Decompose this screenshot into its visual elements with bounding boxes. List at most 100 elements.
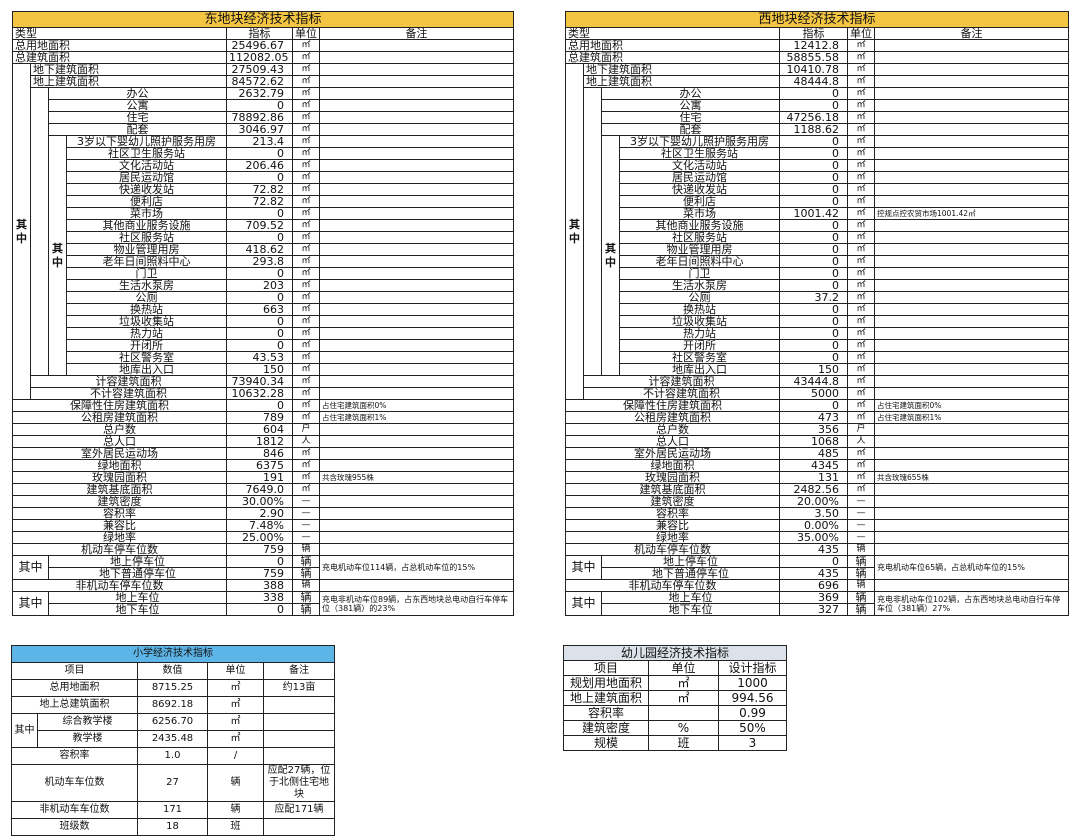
kinder-row-unit: ㎡ [648, 690, 719, 706]
table-row: 公寓 0 ㎡ [13, 99, 515, 112]
table-row: 社区警务室 0 ㎡ [566, 351, 1070, 364]
row-unit: 辆 [847, 543, 875, 556]
row-value: 2482.56 [779, 483, 848, 496]
row-value: 0 [779, 327, 848, 340]
row-unit: ㎡ [292, 447, 320, 460]
table-row: 门卫 0 ㎡ [566, 267, 1070, 280]
row-value: 4345 [779, 459, 848, 472]
row-unit: ㎡ [292, 195, 320, 208]
kinder-row-unit [648, 705, 719, 721]
row-note: 控规点控农贸市场1001.42㎡ [873, 207, 1070, 220]
row-note [873, 423, 1070, 436]
row-unit: ㎡ [847, 51, 875, 64]
table-row: 地下车位 327 辆 [566, 603, 1069, 616]
row-unit: 辆 [292, 603, 320, 616]
row-unit: 辆 [847, 579, 875, 592]
row-value: 0 [779, 135, 848, 148]
row-value: 418.62 [226, 243, 293, 256]
row-label: 机动车停车位数 [12, 543, 227, 556]
row-value: 206.46 [226, 159, 293, 172]
school-row-value: 1.0 [137, 747, 208, 765]
qizhong-inner-label: 其中 [601, 135, 620, 376]
row-unit: — [292, 495, 320, 508]
row-value: 0 [226, 339, 293, 352]
table-row: 兼容比 7.48% — [12, 519, 515, 532]
row-note [873, 147, 1070, 160]
row-value: 0 [779, 243, 848, 256]
row-unit: 人 [292, 435, 320, 448]
row-note [873, 243, 1070, 256]
row-label: 地上车位 [601, 591, 780, 604]
row-label: 总户数 [565, 423, 780, 436]
row-unit: ㎡ [292, 375, 320, 388]
row-value: 0 [226, 315, 293, 328]
table-row: 总户数 356 户 [565, 423, 1070, 436]
row-note: 共含玫瑰955株 [318, 471, 515, 484]
table-row: 公厕 0 ㎡ [13, 291, 515, 304]
row-unit: ㎡ [292, 51, 320, 64]
row-value: 0 [779, 147, 848, 160]
school-row-unit: 班 [207, 818, 264, 836]
row-unit: — [847, 531, 875, 544]
row-note [873, 351, 1070, 364]
row-value: 0 [226, 291, 293, 304]
row-value: 0 [226, 555, 293, 568]
school-row-label: 总用地面积 [11, 679, 138, 697]
row-unit: ㎡ [847, 327, 875, 340]
row-note [318, 495, 515, 508]
row-unit: 辆 [292, 579, 320, 592]
row-unit: ㎡ [292, 363, 320, 376]
table-row: 总用地面积 25496.67 ㎡ [12, 39, 515, 52]
row-value: 0 [779, 267, 848, 280]
row-note: 占住宅建筑面积0% [318, 399, 515, 412]
row-unit: ㎡ [292, 135, 320, 148]
row-value: 0 [226, 267, 293, 280]
school-sub-unit: ㎡ [207, 730, 264, 748]
row-note [873, 267, 1070, 280]
row-note [873, 63, 1070, 76]
row-value: 5000 [779, 387, 848, 400]
row-unit: ㎡ [847, 87, 875, 100]
row-value: 435 [779, 567, 848, 580]
row-label: 地下建筑面积 [583, 63, 780, 76]
row-unit: ㎡ [292, 99, 320, 112]
row-label: 办公 [48, 87, 227, 100]
table-row: 其中 地上车位 369 辆充电非机动车位102辆，占东西地块总电动自行车停车位（381… [565, 591, 1070, 616]
row-label: 兼容比 [12, 519, 227, 532]
row-unit: 辆 [847, 555, 875, 568]
row-unit: ㎡ [847, 387, 875, 400]
row-label: 老年日间照料中心 [66, 255, 227, 268]
row-note [318, 195, 515, 208]
row-value: 759 [226, 567, 293, 580]
row-label: 地上建筑面积 [30, 75, 227, 88]
row-label: 便利店 [619, 195, 780, 208]
row-label: 保障性住房建筑面积 [12, 399, 227, 412]
row-label: 居民运动馆 [66, 171, 227, 184]
school-row-value: 18 [137, 818, 208, 836]
table-row: 容积率 3.50— [565, 507, 1070, 520]
school-sub-label: 教学楼 [37, 730, 138, 748]
row-unit: ㎡ [847, 399, 875, 412]
row-value: 10410.78 [779, 63, 848, 76]
kinder-row-unit: ㎡ [648, 675, 719, 691]
row-value: 0 [779, 99, 848, 112]
row-value: 0 [226, 327, 293, 340]
row-note [873, 375, 1070, 388]
row-label: 总用地面积 [565, 39, 780, 52]
row-label: 总建筑面积 [12, 51, 227, 64]
table-row: 文化活动站 206.46 ㎡ [13, 159, 515, 172]
row-value: 473 [779, 411, 848, 424]
row-label: 门卫 [66, 267, 227, 280]
row-unit: — [292, 519, 320, 532]
kinder-row-label: 地上建筑面积 [563, 690, 649, 706]
row-note [873, 87, 1070, 100]
row-note [318, 363, 515, 376]
table-row: 居民运动馆 0 ㎡ [566, 171, 1070, 184]
row-unit: ㎡ [292, 183, 320, 196]
row-value: 150 [779, 363, 848, 376]
table-row: 住宅 78892.86 ㎡ [13, 111, 515, 124]
row-value: 0 [226, 99, 293, 112]
row-unit: ㎡ [847, 447, 875, 460]
school-sub-label: 综合教学楼 [37, 713, 138, 731]
